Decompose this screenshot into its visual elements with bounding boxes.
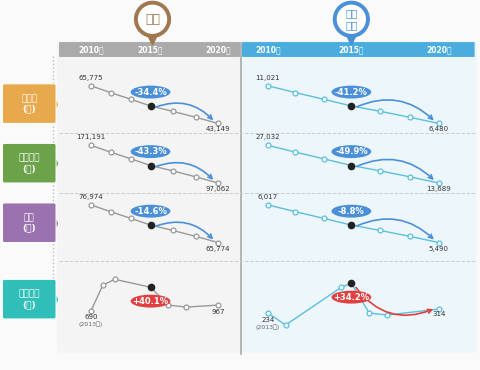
Text: 11,021: 11,021 [255,75,280,81]
Text: 2010년: 2010년 [78,45,104,54]
Polygon shape [143,25,162,45]
Text: 2020년: 2020년 [426,45,452,54]
Text: 어가인구
(명): 어가인구 (명) [18,154,40,173]
Text: (2013년): (2013년) [256,324,280,330]
Text: 13,689: 13,689 [426,186,451,192]
Text: 어가구
(호): 어가구 (호) [21,94,37,113]
FancyBboxPatch shape [2,84,56,124]
Ellipse shape [131,145,170,158]
Circle shape [134,1,170,37]
Text: 전국: 전국 [145,13,160,26]
FancyArrowPatch shape [156,103,212,119]
Text: -49.9%: -49.9% [335,147,368,156]
Text: 2015년: 2015년 [338,45,364,54]
FancyBboxPatch shape [2,143,56,183]
Circle shape [337,5,365,33]
Text: 314: 314 [432,311,445,317]
FancyArrowPatch shape [357,159,432,179]
Text: 6,017: 6,017 [258,194,278,200]
Circle shape [139,5,167,33]
Ellipse shape [332,205,371,218]
FancyBboxPatch shape [2,279,56,319]
FancyBboxPatch shape [59,42,240,57]
Ellipse shape [131,205,170,218]
Text: 43,149: 43,149 [206,127,230,132]
Text: (2013년): (2013년) [79,321,103,327]
Ellipse shape [131,295,170,307]
Text: 234: 234 [261,317,275,323]
Ellipse shape [332,145,371,158]
Text: +34.2%: +34.2% [333,293,370,302]
Text: 5,490: 5,490 [429,246,449,252]
FancyBboxPatch shape [242,42,475,57]
Text: 2020년: 2020년 [205,45,231,54]
Text: -34.4%: -34.4% [134,88,167,97]
Ellipse shape [332,85,371,98]
FancyArrowPatch shape [357,219,432,238]
Text: 65,775: 65,775 [79,75,103,81]
FancyArrowPatch shape [156,162,212,179]
Text: 97,062: 97,062 [206,186,230,192]
Polygon shape [341,25,361,45]
FancyArrowPatch shape [357,100,432,119]
FancyArrowPatch shape [156,222,212,238]
Text: -41.2%: -41.2% [335,88,368,97]
Text: -8.8%: -8.8% [338,207,365,216]
FancyBboxPatch shape [240,41,477,353]
Text: 귀어업인
(명): 귀어업인 (명) [18,289,40,309]
Text: 27,032: 27,032 [255,134,280,140]
FancyBboxPatch shape [2,203,56,243]
FancyBboxPatch shape [57,41,242,353]
Text: 2015년: 2015년 [138,45,163,54]
Text: 967: 967 [211,309,225,315]
FancyArrowPatch shape [356,287,432,315]
Text: 690: 690 [84,314,97,320]
Ellipse shape [332,291,371,304]
Text: 76,974: 76,974 [79,194,103,200]
Text: 충청
남도: 충청 남도 [345,9,358,30]
Circle shape [334,1,369,37]
Ellipse shape [131,85,170,98]
Text: 65,774: 65,774 [206,246,230,252]
Text: -43.3%: -43.3% [134,147,167,156]
Text: -14.6%: -14.6% [134,207,167,216]
Text: +40.1%: +40.1% [132,297,168,306]
Text: 2010년: 2010년 [255,45,281,54]
Text: 어선
(척): 어선 (척) [23,213,36,232]
Text: 171,191: 171,191 [76,134,106,140]
Text: 6,480: 6,480 [429,127,449,132]
